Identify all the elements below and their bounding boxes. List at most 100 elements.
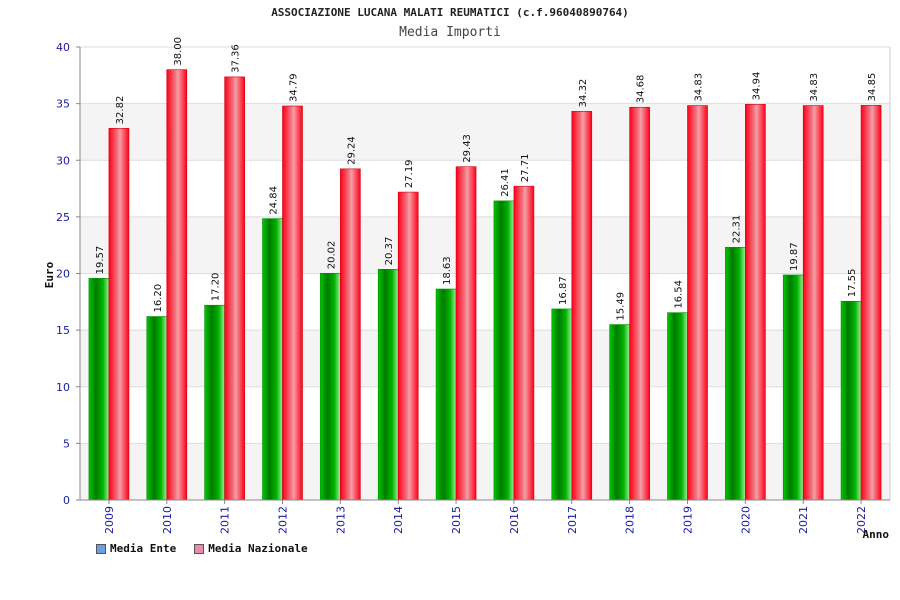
bars-group bbox=[88, 69, 882, 501]
x-tick-label: 2012 bbox=[277, 506, 290, 534]
y-tick-label: 30 bbox=[56, 154, 70, 167]
bar-media-nazionale-2017 bbox=[571, 111, 593, 501]
data-label: 19.57 bbox=[95, 246, 106, 275]
grid-band bbox=[80, 160, 890, 217]
data-label: 19.87 bbox=[789, 242, 800, 271]
y-tick-label: 0 bbox=[63, 494, 70, 507]
legend-label-media-nazionale: Media Nazionale bbox=[208, 542, 308, 555]
data-label: 27.19 bbox=[404, 159, 415, 188]
bar-media-ente-2014 bbox=[377, 269, 399, 501]
y-tick-label: 10 bbox=[56, 381, 70, 394]
chart-title: ASSOCIAZIONE LUCANA MALATI REUMATICI (c.… bbox=[271, 6, 629, 19]
bar-media-ente-2013 bbox=[320, 272, 341, 501]
data-label: 38.00 bbox=[173, 37, 184, 66]
x-tick-label: 2010 bbox=[161, 506, 174, 534]
y-tick-label: 15 bbox=[56, 324, 70, 337]
x-tick-label: 2009 bbox=[103, 506, 116, 534]
data-label: 34.79 bbox=[289, 73, 300, 102]
data-label: 22.31 bbox=[731, 215, 742, 244]
x-tick-label: 2016 bbox=[508, 506, 521, 534]
grid-band bbox=[80, 330, 890, 387]
data-label: 27.71 bbox=[520, 154, 531, 183]
data-label: 20.02 bbox=[326, 241, 337, 270]
grid-band bbox=[80, 273, 890, 331]
bar-media-nazionale-2020 bbox=[745, 104, 766, 501]
data-label: 34.85 bbox=[867, 73, 878, 102]
x-tick-label: 2011 bbox=[219, 506, 232, 534]
data-label: 34.83 bbox=[809, 73, 820, 102]
data-label: 15.49 bbox=[616, 292, 627, 321]
bar-media-ente-2011 bbox=[204, 304, 225, 501]
data-label: 24.84 bbox=[269, 186, 280, 215]
bar-media-nazionale-2022 bbox=[860, 105, 882, 501]
data-label: 37.36 bbox=[231, 44, 242, 73]
x-tick-label: 2018 bbox=[624, 506, 637, 534]
legend: Media Ente Media Nazionale bbox=[96, 542, 320, 555]
bar-media-ente-2009 bbox=[88, 278, 110, 501]
grid-band bbox=[80, 386, 890, 444]
bar-media-nazionale-2012 bbox=[282, 105, 303, 501]
data-label: 34.32 bbox=[578, 79, 589, 108]
x-axis-label: Anno bbox=[863, 528, 890, 541]
x-tick-label: 2015 bbox=[450, 506, 463, 534]
legend-label-media-ente: Media Ente bbox=[110, 542, 177, 555]
x-tick-label: 2013 bbox=[334, 506, 347, 534]
bar-media-ente-2020 bbox=[725, 247, 746, 501]
data-label: 32.82 bbox=[115, 96, 126, 125]
grid-band bbox=[80, 443, 890, 500]
bar-media-ente-2017 bbox=[551, 308, 573, 501]
y-tick-label: 25 bbox=[56, 211, 70, 224]
bar-media-ente-2010 bbox=[146, 316, 168, 501]
chart-subtitle: Media Importi bbox=[399, 25, 501, 40]
bar-media-nazionale-2016 bbox=[513, 185, 535, 501]
y-tick-label: 40 bbox=[56, 41, 70, 54]
bar-media-nazionale-2011 bbox=[224, 76, 245, 501]
data-label: 20.37 bbox=[384, 237, 395, 266]
bar-media-nazionale-2018 bbox=[629, 106, 650, 501]
data-label: 34.94 bbox=[751, 72, 762, 101]
legend-swatch-media-ente bbox=[96, 543, 106, 554]
bar-media-ente-2015 bbox=[435, 288, 457, 501]
y-tick-label: 5 bbox=[63, 437, 70, 450]
grid-band bbox=[80, 216, 890, 274]
data-label: 29.43 bbox=[462, 134, 473, 163]
bar-media-ente-2021 bbox=[782, 274, 804, 501]
legend-item-media-nazionale: Media Nazionale bbox=[194, 542, 308, 555]
data-label: 16.54 bbox=[674, 280, 685, 309]
x-tick-label: 2021 bbox=[797, 506, 810, 534]
data-labels: 19.57 32.82 16.20 38.00 17.20 37.36 24.84 34.79… bbox=[95, 37, 878, 321]
data-label: 17.20 bbox=[211, 273, 222, 302]
x-axis: 2009 2010 2011 2012 2013 2014 2015 2016 2017 2018… bbox=[80, 499, 890, 534]
bar-media-nazionale-2010 bbox=[166, 69, 188, 501]
grid-band bbox=[80, 103, 890, 161]
bar-media-nazionale-2019 bbox=[687, 105, 708, 501]
x-tick-label: 2019 bbox=[682, 506, 695, 534]
data-label: 16.20 bbox=[153, 284, 164, 313]
data-label: 17.55 bbox=[847, 269, 858, 298]
y-tick-label: 20 bbox=[56, 268, 70, 281]
bar-media-nazionale-2013 bbox=[340, 168, 361, 501]
data-label: 29.24 bbox=[346, 136, 357, 165]
legend-item-media-ente: Media Ente bbox=[96, 542, 176, 555]
bar-media-ente-2012 bbox=[262, 218, 283, 501]
y-axis: 0 5 10 15 20 25 30 35 40 bbox=[56, 41, 81, 507]
data-label: 26.41 bbox=[500, 168, 511, 197]
data-label: 34.83 bbox=[694, 73, 705, 102]
x-tick-label: 2017 bbox=[566, 506, 579, 534]
bar-media-ente-2016 bbox=[493, 200, 515, 501]
bar-media-ente-2022 bbox=[840, 300, 862, 501]
x-tick-label: 2020 bbox=[739, 506, 752, 534]
bar-media-nazionale-2015 bbox=[455, 166, 477, 501]
bar-media-ente-2019 bbox=[667, 312, 688, 501]
x-tick-label: 2014 bbox=[392, 506, 405, 534]
bar-media-nazionale-2014 bbox=[397, 191, 419, 501]
bar-media-nazionale-2009 bbox=[108, 128, 130, 501]
bar-media-nazionale-2021 bbox=[802, 105, 824, 501]
data-label: 18.63 bbox=[442, 256, 453, 285]
y-tick-label: 35 bbox=[56, 98, 70, 111]
data-label: 34.68 bbox=[636, 75, 647, 104]
data-label: 16.87 bbox=[558, 276, 569, 305]
x-tick-label: 2022 bbox=[855, 506, 868, 534]
legend-swatch-media-nazionale bbox=[194, 543, 205, 554]
